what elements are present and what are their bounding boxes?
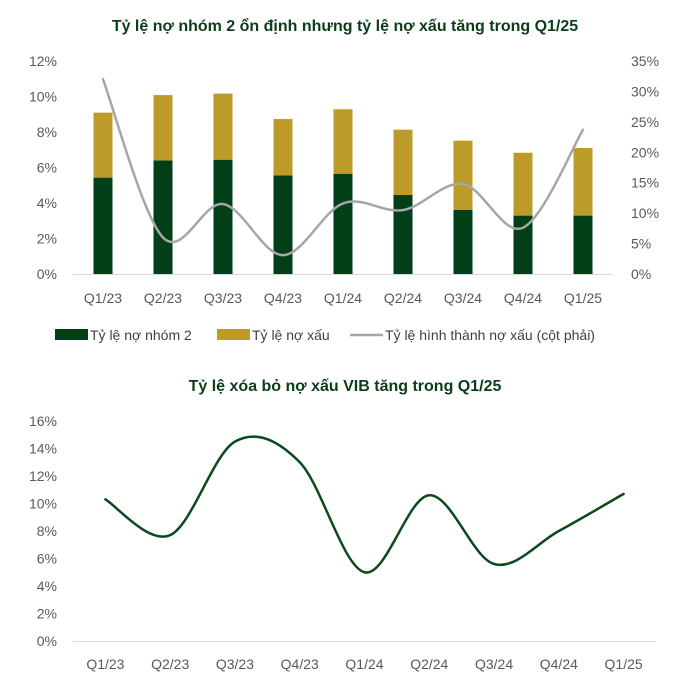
chart1-legend: Tỷ lệ nợ nhóm 2 Tỷ lệ nợ xấu Tỷ lệ hình …	[55, 327, 595, 343]
legend-swatch-group2	[55, 329, 88, 340]
chart1-x-tick-label: Q2/24	[384, 290, 422, 306]
chart1-x-tick-label: Q4/24	[504, 290, 542, 306]
chart2-y-tick-label: 0%	[37, 633, 57, 649]
legend-swatch-npl	[217, 329, 250, 340]
bar-group2-Q2-23	[153, 160, 173, 274]
chart1-x-tick-label: Q1/24	[324, 290, 362, 306]
chart2-x-tick-label: Q1/24	[345, 656, 383, 672]
chart2-x-tick-label: Q2/24	[410, 656, 448, 672]
chart1-x-tick-label: Q3/23	[204, 290, 242, 306]
bar-npl-Q4-23	[273, 119, 293, 176]
chart1-left-tick-label: 4%	[37, 195, 57, 211]
bar-npl-Q1-25	[573, 147, 593, 216]
chart2-y-tick-label: 14%	[29, 441, 57, 457]
chart2-writeoff-line-group	[104, 435, 625, 574]
chart2-x-tick-label: Q4/24	[540, 656, 578, 672]
chart2-x-tick-label: Q2/23	[151, 656, 189, 672]
chart1-x-tick-label: Q4/23	[264, 290, 302, 306]
chart1-right-tick-label: 15%	[631, 175, 659, 191]
bar-npl-Q1-23	[93, 112, 113, 178]
chart1-x-ticks: Q1/23 Q2/23 Q3/23 Q4/23 Q1/24 Q2/24 Q3/24 Q4/24…	[84, 290, 602, 306]
chart2-y-tick-label: 8%	[37, 523, 57, 539]
chart2-x-tick-label: Q3/23	[216, 656, 254, 672]
chart1-x-tick-label: Q2/23	[144, 290, 182, 306]
chart1-left-tick-label: 10%	[29, 89, 57, 105]
chart-npl-ratios: Tỷ lệ nợ nhóm 2 ổn định nhưng tỷ lệ nợ x…	[29, 17, 659, 343]
chart1-left-tick-label: 2%	[37, 231, 57, 247]
chart2-y-tick-label: 16%	[29, 413, 57, 429]
chart2-x-ticks: Q1/23 Q2/23 Q3/23 Q4/23 Q1/24 Q2/24 Q3/24 Q4/24…	[86, 656, 643, 672]
chart2-x-tick-label: Q1/23	[86, 656, 124, 672]
bar-npl-Q3-23	[213, 93, 233, 160]
chart1-x-tick-label: Q3/24	[444, 290, 482, 306]
chart1-right-tick-label: 20%	[631, 144, 659, 160]
chart2-y-axis: 0% 2% 4% 6% 8% 10% 12% 14% 16%	[29, 413, 57, 649]
bar-group2-Q1-25	[573, 215, 593, 274]
chart1-right-tick-label: 25%	[631, 114, 659, 130]
chart2-title: Tỷ lệ xóa bỏ nợ xấu VIB tăng trong Q1/25	[189, 378, 502, 395]
bar-group2-Q4-23	[273, 175, 293, 274]
chart1-left-tick-label: 12%	[29, 53, 57, 69]
formation-rate-line	[101, 78, 585, 257]
bar-npl-Q3-24	[453, 140, 473, 210]
chart2-x-tick-label: Q3/24	[475, 656, 513, 672]
chart2-y-tick-label: 6%	[37, 551, 57, 567]
chart2-y-tick-label: 4%	[37, 578, 57, 594]
chart1-right-tick-label: 5%	[631, 236, 651, 252]
chart1-formation-line-group	[101, 78, 585, 257]
legend-label-npl: Tỷ lệ nợ xấu	[252, 327, 330, 343]
bar-npl-Q2-24	[393, 129, 413, 196]
chart1-right-tick-label: 0%	[631, 266, 651, 282]
bar-npl-Q4-24	[513, 152, 533, 216]
chart2-y-tick-label: 12%	[29, 468, 57, 484]
chart1-x-tick-label: Q1/25	[564, 290, 602, 306]
bar-npl-Q2-23	[153, 95, 173, 161]
chart2-x-tick-label: Q4/23	[281, 656, 319, 672]
chart1-x-tick-label: Q1/23	[84, 290, 122, 306]
bar-group2-Q1-23	[93, 177, 113, 274]
writeoff-rate-line	[104, 435, 625, 574]
chart1-left-axis: 0% 2% 4% 6% 8% 10% 12%	[29, 53, 57, 282]
chart2-x-tick-label: Q1/25	[605, 656, 643, 672]
chart1-bars	[93, 93, 593, 274]
bar-group2-Q1-24	[333, 173, 353, 274]
chart2-y-tick-label: 10%	[29, 496, 57, 512]
chart1-right-axis: 0% 5% 10% 15% 20% 25% 30% 35%	[631, 53, 659, 282]
bar-npl-Q1-24	[333, 109, 353, 174]
chart1-right-tick-label: 30%	[631, 83, 659, 99]
chart1-left-tick-label: 8%	[37, 124, 57, 140]
chart1-right-tick-label: 35%	[631, 53, 659, 69]
legend-label-formation: Tỷ lệ hình thành nợ xấu (cột phải)	[385, 327, 595, 343]
legend-label-group2: Tỷ lệ nợ nhóm 2	[90, 327, 192, 343]
bar-group2-Q2-24	[393, 195, 413, 274]
chart1-right-tick-label: 10%	[631, 205, 659, 221]
chart2-y-tick-label: 2%	[37, 606, 57, 622]
bar-group2-Q3-24	[453, 209, 473, 274]
bar-group2-Q3-23	[213, 159, 233, 274]
bar-group2-Q4-24	[513, 215, 533, 274]
chart1-title: Tỷ lệ nợ nhóm 2 ổn định nhưng tỷ lệ nợ x…	[112, 17, 578, 35]
chart1-left-tick-label: 0%	[37, 266, 57, 282]
chart1-left-tick-label: 6%	[37, 160, 57, 176]
